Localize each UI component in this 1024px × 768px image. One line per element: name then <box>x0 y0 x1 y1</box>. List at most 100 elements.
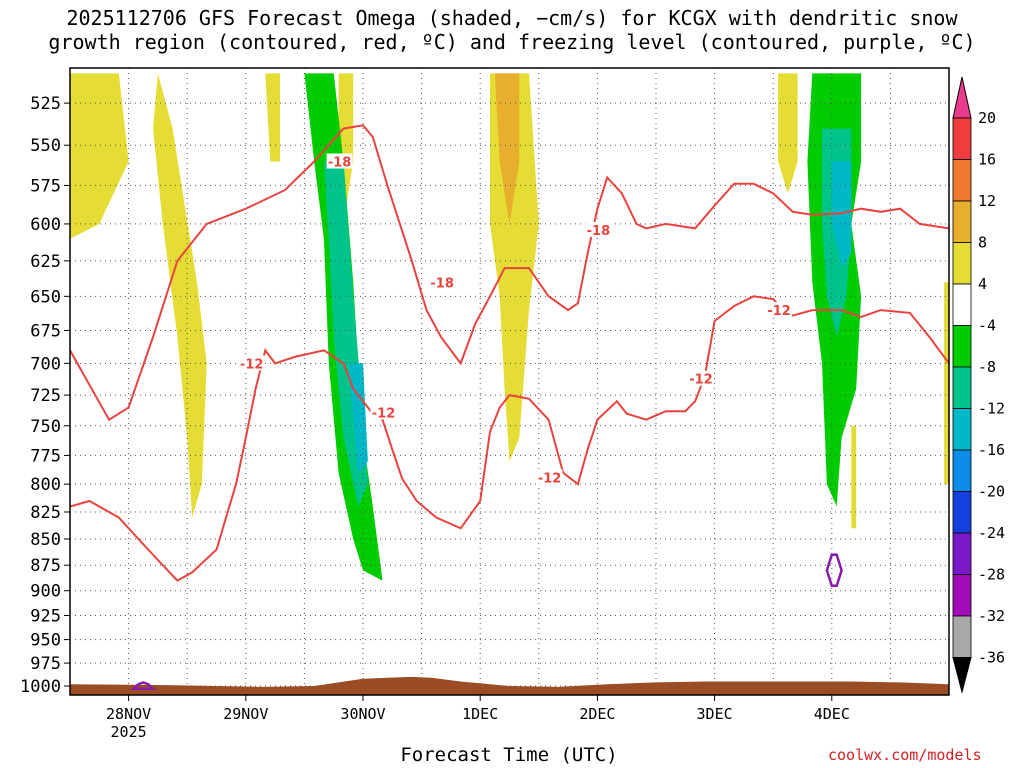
contour-label: -12 <box>372 406 396 421</box>
colorbar-tick-label: -32 <box>978 607 1005 625</box>
contour-label-bg <box>370 404 397 420</box>
contour-label: -18 <box>587 224 611 239</box>
omega-region <box>944 282 949 485</box>
contour-label-bg <box>585 221 612 237</box>
contour-label-bg <box>766 302 793 318</box>
y-tick-label: 900 <box>30 582 61 602</box>
plot-area: -18 -18 -18 -12 -12 -12 -12 -12 <box>70 68 949 695</box>
chart-title-line-1: 2025112706 GFS Forecast Omega (shaded, −… <box>66 6 958 30</box>
y-tick-label: 650 <box>30 287 61 307</box>
y-tick-label: 825 <box>30 503 61 523</box>
x-axis-label: Forecast Time (UTC) <box>400 744 618 766</box>
colorbar-tick-label: -28 <box>978 566 1005 584</box>
y-tick-label: 950 <box>30 631 61 651</box>
colorbar-tick-label: -24 <box>978 524 1005 542</box>
colorbar-tick-label: 8 <box>978 234 987 252</box>
contour-lines: -18 -18 -18 -12 -12 -12 -12 -12 <box>70 124 949 690</box>
colorbar-segment <box>952 325 972 368</box>
x-tick-label: 29NOV <box>223 705 268 723</box>
omega-region <box>851 425 857 529</box>
x-tick-label: 2DEC <box>579 705 615 723</box>
x-tick-label: 3DEC <box>697 705 733 723</box>
omega-region <box>265 73 280 162</box>
chart-title: 2025112706 GFS Forecast Omega (shaded, −… <box>0 6 1024 54</box>
y-tick-label: 700 <box>30 354 61 374</box>
colorbar-top-arrow <box>952 76 972 119</box>
colorbar-tick-label: -12 <box>978 400 1005 418</box>
colorbar: 20 16 12 8 4 -4 -8 -12 -16 -20 -24 -28 -32 -36 <box>952 76 1005 694</box>
colorbar-segment <box>952 242 972 285</box>
omega-region <box>494 73 520 224</box>
x-tick-label: 30NOV <box>340 705 385 723</box>
freezing-level-contour <box>130 681 157 690</box>
colorbar-segment <box>952 366 972 409</box>
contour-label: -18 <box>328 156 352 171</box>
x-tick-label: 1DEC <box>462 705 498 723</box>
colorbar-tick-label: 16 <box>978 151 996 169</box>
contour-label: -12 <box>240 357 264 372</box>
contour-label-bg <box>429 274 456 290</box>
contour-label: -12 <box>767 304 791 319</box>
y-tick-label: 925 <box>30 606 61 626</box>
colorbar-segment <box>952 200 972 243</box>
colorbar-tick-label: -8 <box>978 358 996 376</box>
colorbar-tick-label: 12 <box>978 192 996 210</box>
colorbar-tick-label: -4 <box>978 317 996 335</box>
omega-region <box>778 73 798 194</box>
chart-title-line-2: growth region (contoured, red, ºC) and f… <box>48 30 976 54</box>
plot-frame <box>69 67 950 696</box>
omega-shading <box>70 73 949 581</box>
contour-label-bg <box>326 153 353 169</box>
x-tick-sublabel: 2025 <box>111 723 147 741</box>
y-axis-ticks: 525 550 575 600 625 650 675 700 725 750 775 800 825 8… <box>20 94 70 697</box>
colorbar-tick-label: -20 <box>978 483 1005 501</box>
y-tick-label: 850 <box>30 530 61 550</box>
colorbar-segment <box>952 117 972 160</box>
watermark: coolwx.com/models <box>828 746 982 764</box>
colorbar-tick-label: 20 <box>978 109 996 127</box>
contour-label: -18 <box>430 276 454 291</box>
colorbar-bottom-arrow <box>952 657 972 694</box>
colorbar-segment <box>952 532 972 575</box>
colorbar-segment <box>952 449 972 492</box>
freezing-level-contour <box>825 553 843 587</box>
colorbar-segment <box>952 159 972 202</box>
y-tick-label: 725 <box>30 386 61 406</box>
colorbar-segment <box>952 283 972 326</box>
colorbar-segment <box>952 491 972 534</box>
colorbar-segment <box>952 615 972 658</box>
y-tick-label: 875 <box>30 556 61 576</box>
y-tick-label: 675 <box>30 321 61 341</box>
colorbar-tick-label: -36 <box>978 649 1005 667</box>
omega-region <box>831 161 852 269</box>
contour-label-bg <box>238 355 265 371</box>
y-tick-label: 525 <box>30 94 61 114</box>
colorbar-tick-label: 4 <box>978 275 987 293</box>
terrain-fill <box>70 676 949 695</box>
omega-region <box>153 73 207 518</box>
dgz-contour-line <box>70 295 949 582</box>
y-tick-label: 1000 <box>20 677 61 697</box>
contour-label: -12 <box>689 373 713 388</box>
y-tick-label: 575 <box>30 176 61 196</box>
y-tick-label: 975 <box>30 654 61 674</box>
x-tick-label: 28NOV <box>106 705 151 723</box>
dgz-contour-line <box>70 124 949 422</box>
y-tick-label: 800 <box>30 475 61 495</box>
y-tick-label: 775 <box>30 446 61 466</box>
x-tick-label: 4DEC <box>814 705 850 723</box>
omega-region <box>70 73 129 239</box>
contour-label: -12 <box>538 471 562 486</box>
colorbar-tick-label: -16 <box>978 441 1005 459</box>
contour-label-bg <box>536 469 563 485</box>
y-tick-label: 600 <box>30 215 61 235</box>
colorbar-segment <box>952 574 972 617</box>
terrain-layer <box>70 676 949 695</box>
colorbar-segment <box>952 408 972 451</box>
y-tick-label: 750 <box>30 417 61 437</box>
contour-label-bg <box>687 370 714 386</box>
omega-region <box>348 363 368 473</box>
y-tick-label: 550 <box>30 136 61 156</box>
